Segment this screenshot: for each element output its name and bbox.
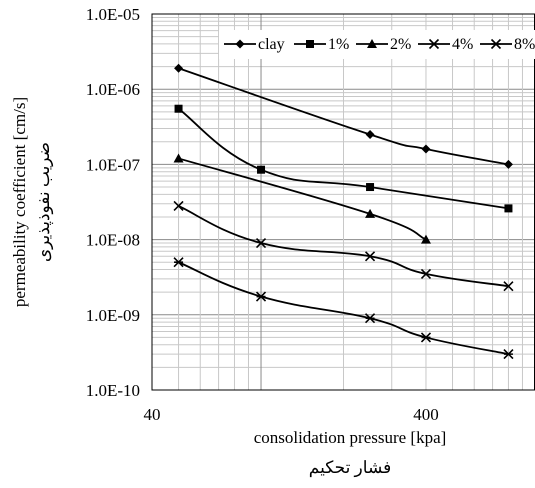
triangle-marker bbox=[365, 208, 376, 218]
legend-label: 1% bbox=[328, 36, 349, 53]
legend-item: 8% bbox=[480, 36, 535, 53]
triangle-marker bbox=[173, 153, 184, 163]
legend-item: 4% bbox=[418, 36, 473, 53]
y-axis-title-alt: ضریب نفوذپذیری bbox=[34, 142, 54, 262]
square-marker bbox=[504, 204, 513, 213]
triangle-marker bbox=[367, 39, 377, 48]
legend-label: 2% bbox=[390, 36, 411, 53]
y-tick-label: 1.0E-10 bbox=[86, 381, 140, 400]
square-marker bbox=[257, 165, 266, 174]
x-marker bbox=[428, 38, 440, 50]
x-marker bbox=[364, 251, 376, 262]
x-marker bbox=[503, 281, 514, 292]
diamond-marker bbox=[174, 63, 184, 73]
legend-label: clay bbox=[258, 36, 285, 53]
series-layer bbox=[173, 63, 514, 360]
legend-item: clay bbox=[224, 36, 285, 53]
x-axis-title-alt: فشار تحکیم bbox=[309, 458, 391, 478]
diamond-marker bbox=[503, 159, 513, 169]
legend-item: 1% bbox=[294, 36, 349, 53]
star-marker bbox=[255, 291, 267, 302]
y-axis-title: permeability coefficient [cm/s] bbox=[10, 97, 29, 307]
y-tick-label: 1.0E-08 bbox=[86, 231, 140, 250]
square-marker bbox=[366, 183, 375, 192]
diamond-marker bbox=[235, 39, 245, 49]
x-tick-label: 400 bbox=[413, 405, 439, 424]
series-1pct bbox=[174, 104, 513, 213]
diamond-marker bbox=[421, 144, 431, 154]
star-marker bbox=[173, 257, 184, 268]
series-4pct bbox=[173, 200, 514, 292]
x-tick-label: 40 bbox=[144, 405, 161, 424]
series-clay bbox=[174, 63, 513, 169]
y-tick-label: 1.0E-05 bbox=[86, 5, 140, 24]
star-marker bbox=[490, 38, 502, 50]
grid bbox=[152, 14, 535, 391]
star-marker bbox=[420, 332, 432, 343]
diamond-marker bbox=[365, 129, 375, 139]
x-marker bbox=[255, 237, 267, 249]
series-line bbox=[178, 67, 509, 166]
series-line bbox=[178, 108, 509, 210]
star-marker bbox=[503, 349, 514, 360]
x-axis-title: consolidation pressure [kpa] bbox=[254, 428, 447, 447]
square-marker bbox=[306, 40, 314, 48]
legend-label: 8% bbox=[514, 36, 535, 53]
x-marker bbox=[420, 268, 432, 279]
legend: clay 1% 2% 4% 8% bbox=[219, 30, 535, 59]
tick-labels: 1.0E-10 1.0E-09 1.0E-08 1.0E-07 1.0E-06 1.0E-… bbox=[86, 5, 439, 424]
series-line bbox=[178, 157, 427, 241]
series-2pct bbox=[173, 153, 431, 244]
y-tick-label: 1.0E-06 bbox=[86, 80, 140, 99]
square-marker bbox=[174, 104, 183, 113]
y-tick-label: 1.0E-07 bbox=[86, 155, 141, 174]
y-tick-label: 1.0E-09 bbox=[86, 306, 140, 325]
x-marker bbox=[173, 200, 184, 212]
triangle-marker bbox=[420, 234, 431, 244]
legend-label: 4% bbox=[452, 36, 473, 53]
star-marker bbox=[364, 313, 376, 324]
series-8pct bbox=[173, 257, 514, 360]
legend-item: 2% bbox=[356, 36, 411, 53]
